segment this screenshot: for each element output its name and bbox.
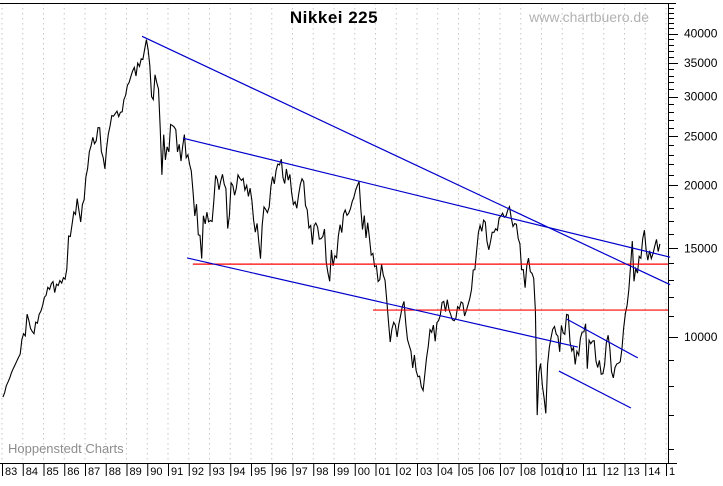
svg-text:15000: 15000 [684, 241, 718, 255]
svg-text:35000: 35000 [684, 56, 718, 70]
svg-text:12: 12 [607, 466, 619, 478]
svg-text:14: 14 [648, 466, 660, 478]
svg-text:40000: 40000 [684, 27, 718, 41]
svg-text:95: 95 [254, 466, 266, 478]
svg-text:96: 96 [275, 466, 287, 478]
x-axis-labels: 83 84 85 86 87 88 89 90 91 92 93 94 95 96 97 98 99 00 01 02… [2, 463, 675, 478]
svg-text:10000: 10000 [684, 330, 718, 344]
svg-text:98: 98 [316, 466, 328, 478]
support-lines [192, 263, 668, 311]
svg-text:85: 85 [47, 466, 59, 478]
svg-text:11: 11 [586, 466, 597, 478]
svg-text:89: 89 [130, 466, 142, 478]
svg-text:91: 91 [171, 466, 183, 478]
svg-text:90: 90 [150, 466, 162, 478]
svg-text:84: 84 [26, 466, 38, 478]
svg-text:25000: 25000 [684, 129, 718, 143]
svg-text:97: 97 [296, 466, 308, 478]
svg-text:94: 94 [233, 466, 245, 478]
price-line [2, 39, 661, 416]
svg-text:1: 1 [669, 466, 675, 478]
svg-text:010: 010 [545, 466, 563, 478]
svg-text:03: 03 [420, 466, 432, 478]
svg-text:07: 07 [503, 466, 515, 478]
source-label: Hoppenstedt Charts [8, 441, 124, 456]
svg-text:01: 01 [379, 466, 391, 478]
svg-text:99: 99 [337, 466, 349, 478]
svg-text:00: 00 [358, 466, 370, 478]
watermark-link[interactable]: www.chartbuero.de [529, 9, 649, 25]
svg-text:13: 13 [628, 466, 640, 478]
svg-text:05: 05 [462, 466, 474, 478]
year-gridlines [1, 3, 667, 463]
svg-text:02: 02 [399, 466, 411, 478]
chart-title: Nikkei 225 [289, 8, 379, 27]
svg-text:08: 08 [524, 466, 536, 478]
svg-text:10: 10 [565, 466, 577, 478]
falling-channel-lower-2010-2013 [558, 370, 632, 409]
svg-text:20000: 20000 [684, 178, 718, 192]
svg-text:04: 04 [441, 466, 453, 478]
svg-text:92: 92 [192, 466, 204, 478]
y-axis-labels: 10000 15000 20000 25000 30000 35000 40000 [684, 27, 718, 344]
trend-lines [141, 35, 671, 409]
resistance-from-1990-peak [141, 35, 671, 286]
svg-text:88: 88 [109, 466, 121, 478]
svg-text:87: 87 [88, 466, 100, 478]
svg-text:86: 86 [67, 466, 79, 478]
lower-channel-from-1992-low [186, 257, 578, 348]
axes [0, 3, 678, 464]
svg-text:06: 06 [482, 466, 494, 478]
svg-text:30000: 30000 [684, 90, 718, 104]
falling-channel-upper-2010-2013 [566, 318, 639, 359]
svg-text:83: 83 [5, 466, 17, 478]
svg-text:93: 93 [213, 466, 225, 478]
resistance-from-1992-peak [182, 137, 671, 258]
